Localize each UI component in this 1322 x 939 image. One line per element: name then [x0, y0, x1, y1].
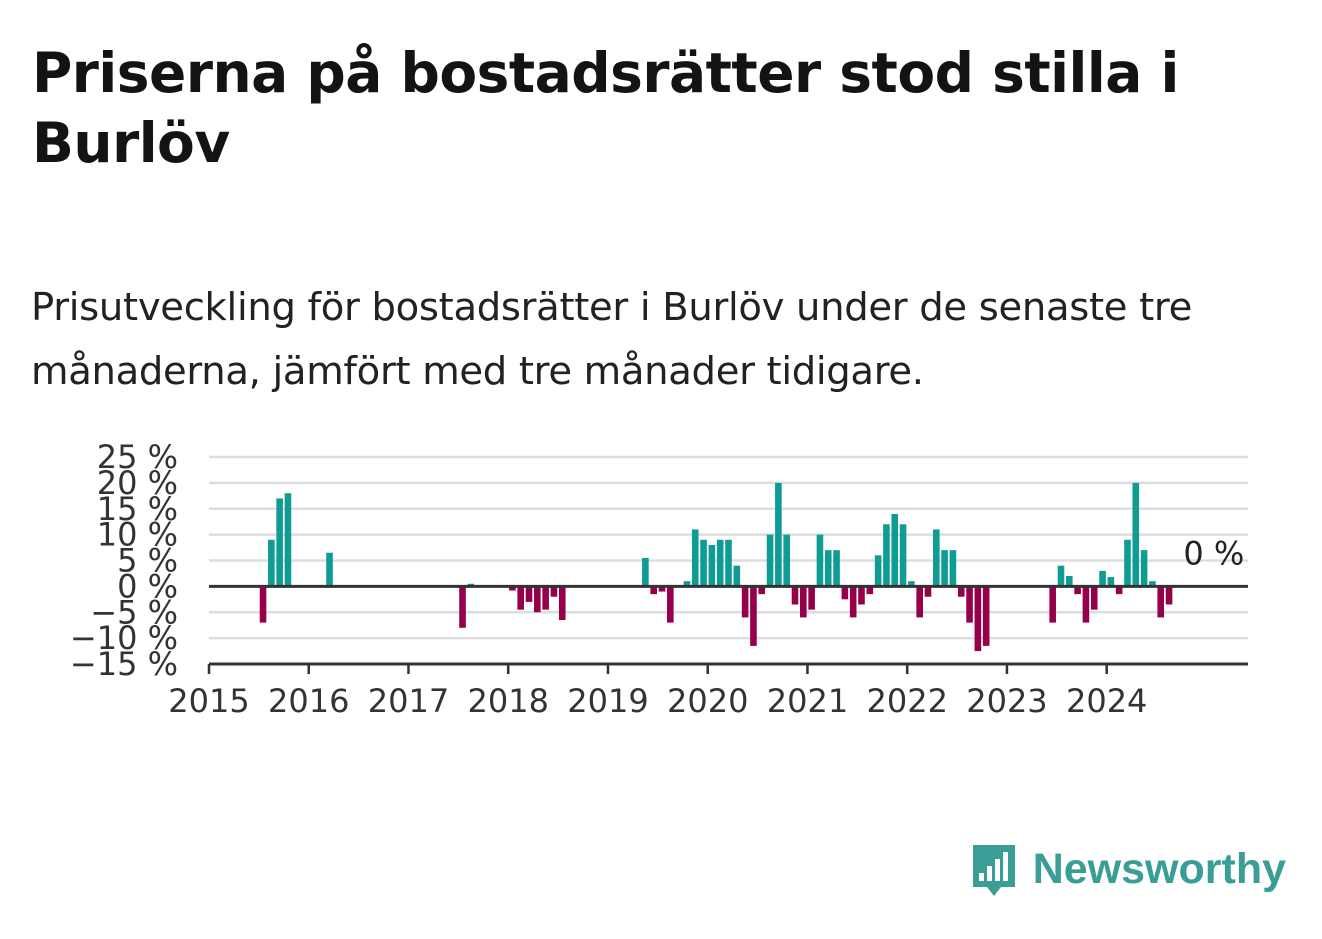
bar	[916, 586, 923, 618]
bar	[1165, 586, 1173, 605]
bar	[725, 539, 732, 587]
bar	[933, 529, 940, 587]
bar	[1124, 539, 1131, 587]
bar	[268, 539, 275, 587]
bar	[650, 586, 657, 595]
y-tick-label: 20 %	[97, 464, 178, 502]
y-tick-label: 25 %	[97, 438, 178, 476]
bar	[1157, 586, 1165, 618]
y-tick-label: −5 %	[90, 593, 178, 631]
bar	[941, 550, 948, 587]
bar	[517, 586, 524, 610]
bar	[542, 586, 549, 610]
x-tick-label: 2022	[866, 682, 947, 720]
bar	[1090, 586, 1098, 610]
bar	[700, 539, 707, 587]
bar	[691, 529, 699, 587]
y-tick-label: −10 %	[70, 619, 178, 657]
chart-title: Priserna på bostadsrätter stod stilla i …	[32, 41, 1179, 175]
bar	[1132, 482, 1140, 587]
brand-name: Newsworthy	[1032, 844, 1286, 893]
bar	[534, 586, 541, 613]
bar	[858, 586, 865, 605]
bar	[1099, 570, 1106, 587]
bar	[1107, 577, 1115, 587]
bar	[259, 586, 267, 623]
bar-chart-speech-bubble-icon	[972, 845, 1015, 896]
newsworthy-logo: Newsworthy	[969, 839, 1286, 899]
x-tick-label: 2021	[767, 682, 848, 720]
bar	[509, 586, 516, 591]
bar	[558, 586, 566, 621]
bar	[791, 586, 799, 605]
bar	[841, 586, 849, 600]
bar	[874, 555, 882, 587]
bar	[683, 581, 691, 587]
bar	[642, 557, 649, 587]
bar	[741, 586, 749, 618]
bar	[326, 552, 333, 587]
bar	[758, 586, 766, 595]
bar	[866, 586, 874, 595]
x-tick-label: 2020	[667, 682, 748, 720]
bar	[899, 524, 907, 587]
bar	[982, 586, 990, 646]
bars	[259, 482, 1173, 652]
bar	[284, 493, 292, 587]
y-tick-label: 0 %	[117, 567, 178, 605]
x-tick-label: 2019	[567, 682, 648, 720]
bar	[1049, 586, 1056, 623]
bar	[908, 581, 915, 587]
bar	[276, 498, 283, 587]
x-tick-label: 2017	[368, 682, 449, 720]
bar-chart: −15 %−10 %−5 %0 %5 %10 %15 %20 %25 %2015…	[70, 438, 1248, 720]
bar	[949, 550, 957, 587]
y-tick-label: −15 %	[70, 645, 178, 683]
bar	[808, 586, 815, 610]
bar	[733, 565, 741, 587]
bar	[816, 534, 824, 587]
bar	[667, 586, 674, 623]
bar	[883, 524, 890, 587]
bar	[1057, 565, 1065, 587]
bar	[924, 586, 932, 597]
bar	[708, 544, 716, 587]
bar	[833, 550, 840, 587]
bar	[1149, 581, 1156, 587]
bar	[550, 586, 558, 597]
bar	[1115, 586, 1123, 595]
chart-subtitle: Prisutveckling för bostadsrätter i Burlö…	[31, 285, 1192, 394]
bar	[1140, 550, 1148, 587]
bar	[1074, 586, 1081, 595]
bar	[966, 586, 973, 623]
bar	[775, 482, 782, 587]
bar	[716, 539, 724, 587]
y-tick-label: 5 %	[117, 542, 178, 580]
x-tick-label: 2023	[966, 682, 1047, 720]
bar	[1082, 586, 1090, 623]
x-tick-label: 2015	[168, 682, 249, 720]
axes	[207, 584, 1248, 674]
latest-value-label: 0 %	[1183, 535, 1244, 573]
bar	[849, 586, 857, 618]
x-tick-label: 2016	[268, 682, 349, 720]
x-tick-label: 2024	[1066, 682, 1147, 720]
y-tick-label: 15 %	[97, 490, 178, 528]
x-tick-label: 2018	[468, 682, 549, 720]
bar	[891, 513, 899, 587]
y-tick-label: 10 %	[97, 516, 178, 554]
bar	[957, 586, 965, 597]
bar	[1065, 576, 1073, 587]
bar	[459, 586, 466, 628]
bar	[750, 586, 757, 646]
bar	[658, 586, 666, 592]
bar	[800, 586, 807, 618]
bar	[974, 586, 982, 652]
bar	[783, 534, 790, 587]
bar	[525, 586, 533, 602]
bar	[824, 550, 832, 587]
bar	[766, 534, 774, 587]
axis-labels: −15 %−10 %−5 %0 %5 %10 %15 %20 %25 %2015…	[70, 438, 1244, 720]
